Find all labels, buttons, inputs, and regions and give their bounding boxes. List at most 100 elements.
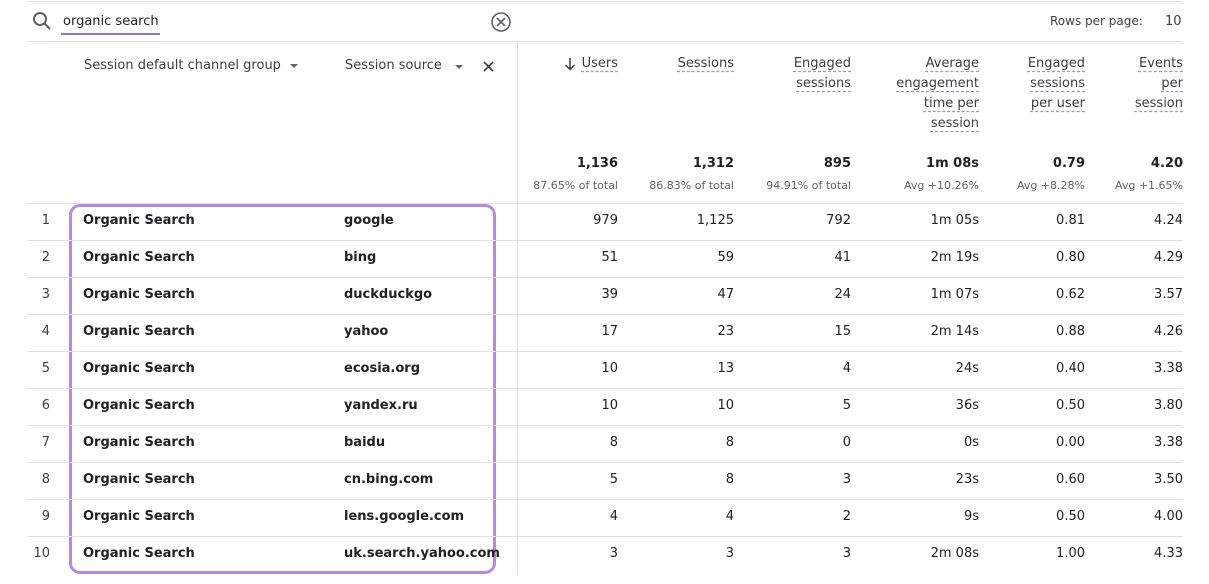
top-border <box>27 1 1183 2</box>
metric-cell: 23s <box>955 472 979 487</box>
total-note: 94.91% of total <box>766 179 851 192</box>
metric-cell: 1,125 <box>696 213 734 228</box>
metric-cell: 41 <box>834 250 851 265</box>
total-value: 1,312 <box>692 156 734 171</box>
channel-group-cell: Organic Search <box>83 472 195 487</box>
metric-cell: 0.50 <box>1056 509 1085 524</box>
metric-cell: 9s <box>963 509 979 524</box>
metric-cell: 4.29 <box>1154 250 1183 265</box>
metric-cell: 3.57 <box>1154 287 1183 302</box>
source-cell: duckduckgo <box>344 287 433 302</box>
metric-cell: 3.38 <box>1154 361 1183 376</box>
dimension-header[interactable]: Session default channel group <box>84 58 281 73</box>
dropdown-icon[interactable] <box>453 61 465 73</box>
metric-cell: 3 <box>842 546 851 561</box>
metric-cell: 5 <box>842 398 851 413</box>
row-divider <box>27 277 1183 278</box>
metric-cell: 23 <box>717 324 734 339</box>
metric-cell: 24s <box>955 361 979 376</box>
metric-header-text: Events per session <box>1134 56 1183 111</box>
report-table: organic search Rows per page: 10 Session… <box>27 1 1183 575</box>
source-cell: baidu <box>344 435 386 450</box>
row-index: 1 <box>41 213 50 228</box>
dimension-header[interactable]: Session source <box>345 58 442 73</box>
row-index: 4 <box>41 324 50 339</box>
search-input[interactable]: organic search <box>63 14 159 29</box>
metric-cell: 47 <box>717 287 734 302</box>
metric-cell: 3 <box>609 546 618 561</box>
metric-header[interactable]: Average engagement time per session <box>885 54 979 134</box>
metric-header-text: Users <box>581 56 618 71</box>
metric-cell: 979 <box>593 213 618 228</box>
metric-cell: 0.50 <box>1056 398 1085 413</box>
metric-cell: 4 <box>609 509 618 524</box>
metric-header[interactable]: Engaged sessions <box>779 54 851 94</box>
metric-cell: 0.00 <box>1056 435 1085 450</box>
row-divider <box>27 388 1183 389</box>
row-divider <box>27 351 1183 352</box>
row-index: 5 <box>41 361 50 376</box>
metric-cell: 8 <box>609 435 618 450</box>
metric-cell: 5 <box>609 472 618 487</box>
metric-header[interactable]: Events per session <box>1125 54 1183 114</box>
row-index: 9 <box>41 509 50 524</box>
metric-cell: 2m 14s <box>930 324 979 339</box>
total-note: Avg +8.28% <box>1016 179 1085 192</box>
total-value: 895 <box>823 156 851 171</box>
row-divider <box>27 536 1183 537</box>
total-value: 0.79 <box>1052 156 1085 171</box>
dropdown-icon[interactable] <box>288 60 300 72</box>
channel-group-cell: Organic Search <box>83 509 195 524</box>
total-value: 1m 08s <box>926 156 979 171</box>
metric-header[interactable]: Engaged sessions per user <box>1013 54 1085 114</box>
channel-group-cell: Organic Search <box>83 398 195 413</box>
row-index: 8 <box>41 472 50 487</box>
channel-group-cell: Organic Search <box>83 435 195 450</box>
metric-cell: 10 <box>717 398 734 413</box>
channel-group-cell: Organic Search <box>83 324 195 339</box>
column-divider <box>517 41 518 575</box>
metric-cell: 39 <box>601 287 618 302</box>
metric-cell: 13 <box>717 361 734 376</box>
total-note: 86.83% of total <box>649 179 734 192</box>
remove-dimension-button[interactable] <box>482 60 495 73</box>
channel-group-cell: Organic Search <box>83 213 195 228</box>
metric-cell: 24 <box>834 287 851 302</box>
clear-search-button[interactable] <box>490 11 512 33</box>
row-index: 3 <box>41 287 50 302</box>
metric-header-text: Engaged sessions <box>793 56 851 91</box>
source-cell: ecosia.org <box>344 361 421 376</box>
metric-cell: 4 <box>725 509 734 524</box>
metric-cell: 1m 05s <box>930 213 979 228</box>
channel-group-cell: Organic Search <box>83 546 195 561</box>
metric-cell: 8 <box>725 435 734 450</box>
header-border <box>27 41 1183 42</box>
row-divider <box>27 314 1183 315</box>
metric-cell: 51 <box>601 250 618 265</box>
metric-cell: 0.62 <box>1056 287 1085 302</box>
row-divider <box>27 462 1183 463</box>
metric-cell: 2m 08s <box>930 546 979 561</box>
source-cell: cn.bing.com <box>344 472 434 487</box>
metric-cell: 0.80 <box>1056 250 1085 265</box>
metric-header[interactable]: Users <box>548 54 618 74</box>
metric-cell: 1m 07s <box>930 287 979 302</box>
metric-cell: 10 <box>601 398 618 413</box>
sort-icon <box>564 58 576 71</box>
metric-cell: 3 <box>842 472 851 487</box>
metric-cell: 3.38 <box>1154 435 1183 450</box>
metric-cell: 4.33 <box>1154 546 1183 561</box>
metric-cell: 10 <box>601 361 618 376</box>
metric-cell: 0 <box>842 435 851 450</box>
metric-cell: 792 <box>826 213 851 228</box>
metric-cell: 59 <box>717 250 734 265</box>
row-divider <box>27 499 1183 500</box>
metric-header-text: Engaged sessions per user <box>1027 56 1085 111</box>
channel-group-cell: Organic Search <box>83 287 195 302</box>
rows-per-page-select[interactable]: 10 <box>1165 14 1182 29</box>
total-note: Avg +1.65% <box>1114 179 1183 192</box>
metric-cell: 0.40 <box>1056 361 1085 376</box>
source-cell: google <box>344 213 394 228</box>
metric-header[interactable]: Sessions <box>644 54 734 74</box>
metric-cell: 17 <box>601 324 618 339</box>
